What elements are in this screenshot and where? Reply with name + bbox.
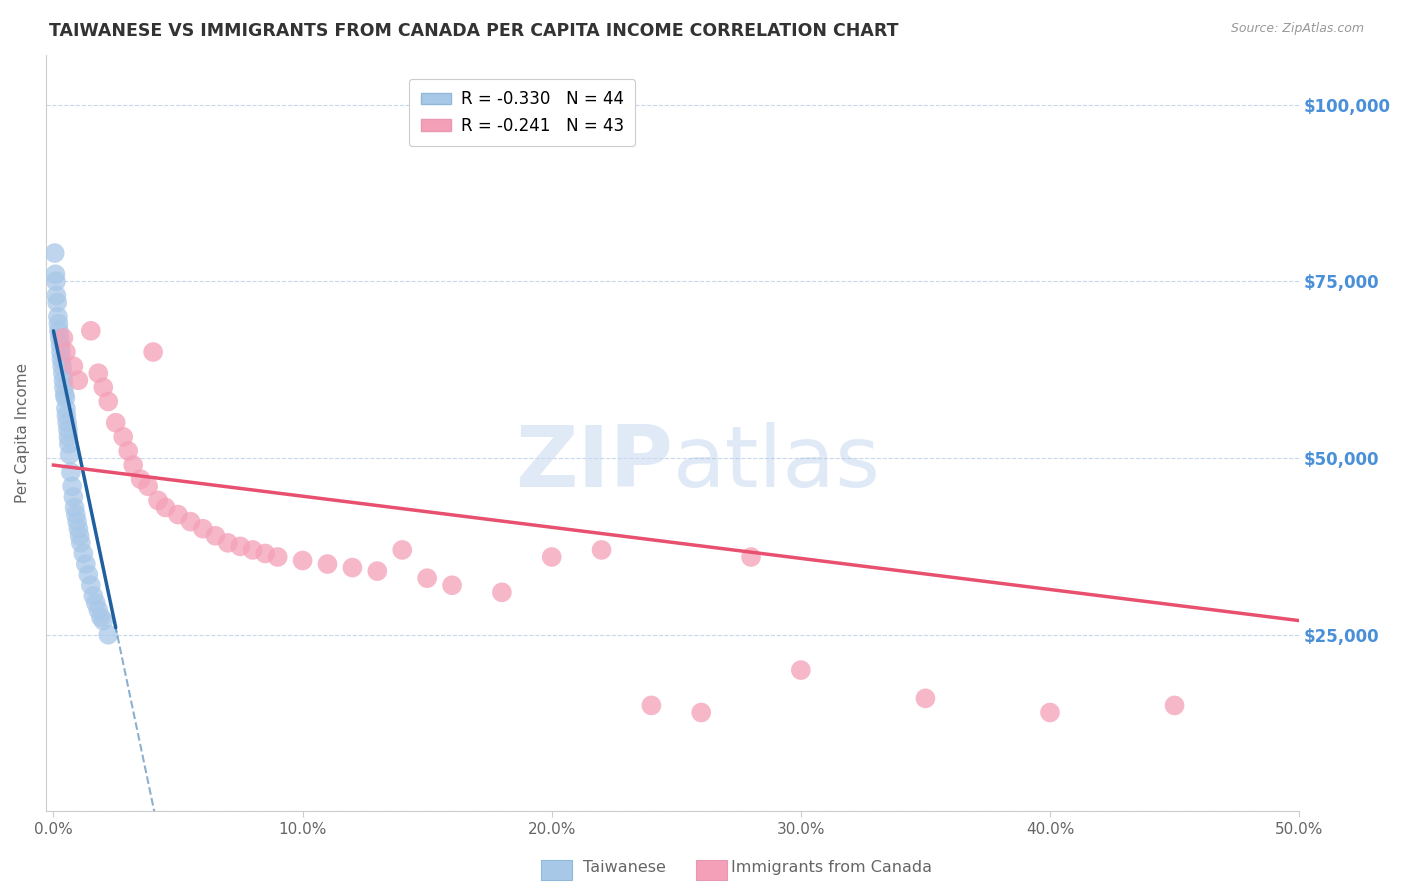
Point <box>416 571 439 585</box>
Point <box>77 567 100 582</box>
Point <box>97 628 120 642</box>
Text: Immigrants from Canada: Immigrants from Canada <box>731 860 932 874</box>
Point <box>229 540 252 554</box>
Point <box>66 515 89 529</box>
Text: ZIP: ZIP <box>515 422 672 505</box>
Point <box>55 409 77 423</box>
Point <box>291 553 314 567</box>
Point <box>65 508 87 522</box>
Point <box>72 546 94 560</box>
Point <box>1039 706 1062 720</box>
Point <box>1163 698 1185 713</box>
Point <box>52 366 75 380</box>
Point <box>129 472 152 486</box>
Point <box>441 578 464 592</box>
Point <box>155 500 177 515</box>
Point <box>80 578 103 592</box>
Point <box>44 246 66 260</box>
Point <box>87 603 110 617</box>
Point <box>740 549 762 564</box>
Point <box>914 691 936 706</box>
Point <box>316 557 339 571</box>
Point <box>45 288 67 302</box>
Y-axis label: Per Capita Income: Per Capita Income <box>15 363 30 503</box>
Point <box>62 490 84 504</box>
Point <box>48 317 70 331</box>
Point <box>48 331 70 345</box>
Point <box>146 493 169 508</box>
Point <box>342 560 364 574</box>
Point <box>52 331 75 345</box>
Legend: R = -0.330   N = 44, R = -0.241   N = 43: R = -0.330 N = 44, R = -0.241 N = 43 <box>409 78 636 146</box>
Text: atlas: atlas <box>672 422 880 505</box>
Point <box>52 380 75 394</box>
Point <box>122 458 145 472</box>
Point <box>45 274 67 288</box>
Point <box>167 508 190 522</box>
Point <box>179 515 201 529</box>
Point <box>97 394 120 409</box>
Point <box>55 391 77 405</box>
Point <box>51 352 73 367</box>
Point <box>266 549 288 564</box>
Point <box>49 338 72 352</box>
Point <box>82 589 104 603</box>
Point <box>191 522 214 536</box>
Point <box>242 542 264 557</box>
Point <box>59 465 82 479</box>
Point <box>84 596 107 610</box>
Point <box>55 401 77 416</box>
Point <box>49 345 72 359</box>
Point <box>46 310 69 324</box>
Point <box>70 536 93 550</box>
Point <box>540 549 562 564</box>
Point <box>56 416 79 430</box>
Point <box>90 610 112 624</box>
Point <box>69 529 91 543</box>
Point <box>46 295 69 310</box>
Point <box>91 614 114 628</box>
Point <box>104 416 127 430</box>
Point <box>87 366 110 380</box>
Point <box>52 373 75 387</box>
Point <box>204 529 226 543</box>
Point <box>75 557 97 571</box>
Point <box>67 373 90 387</box>
Point <box>391 542 413 557</box>
Point <box>491 585 513 599</box>
Point <box>254 546 277 560</box>
Point <box>591 542 613 557</box>
Text: TAIWANESE VS IMMIGRANTS FROM CANADA PER CAPITA INCOME CORRELATION CHART: TAIWANESE VS IMMIGRANTS FROM CANADA PER … <box>49 22 898 40</box>
Point <box>55 345 77 359</box>
Point <box>60 479 83 493</box>
Point <box>59 448 82 462</box>
Point <box>62 359 84 373</box>
Point <box>63 500 86 515</box>
Point <box>112 430 135 444</box>
Point <box>117 444 139 458</box>
Point <box>44 267 66 281</box>
Point <box>80 324 103 338</box>
Text: Taiwanese: Taiwanese <box>583 860 666 874</box>
Point <box>790 663 813 677</box>
Point <box>58 430 80 444</box>
Point <box>366 564 388 578</box>
Point <box>136 479 159 493</box>
Point <box>142 345 165 359</box>
Point <box>58 437 80 451</box>
Point <box>91 380 114 394</box>
Point <box>640 698 662 713</box>
Point <box>690 706 713 720</box>
Point <box>217 536 239 550</box>
Point <box>48 324 70 338</box>
Text: Source: ZipAtlas.com: Source: ZipAtlas.com <box>1230 22 1364 36</box>
Point <box>53 387 76 401</box>
Point <box>56 423 79 437</box>
Point <box>67 522 90 536</box>
Point <box>51 359 73 373</box>
